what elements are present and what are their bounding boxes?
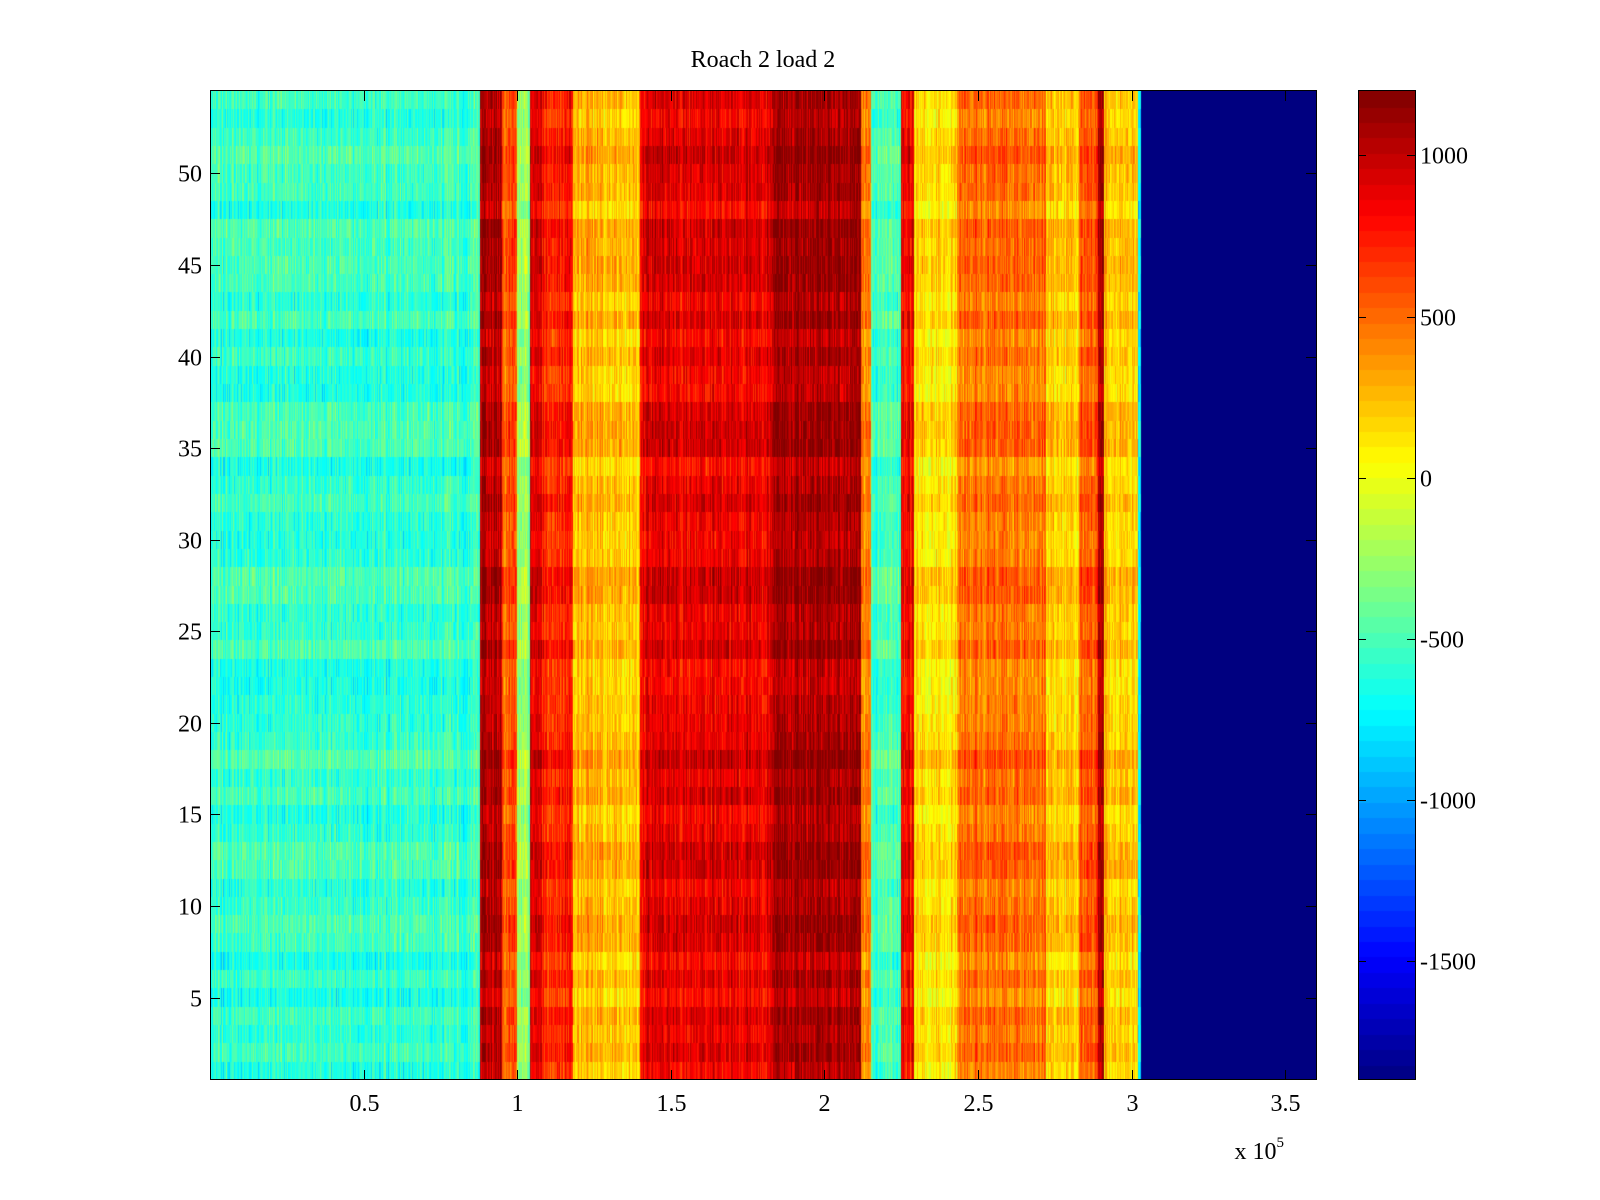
x-tick-label: 1	[512, 1091, 524, 1117]
chart-title: Roach 2 load 2	[691, 47, 836, 73]
colorbar-tick-label: -1500	[1420, 950, 1476, 976]
x-tick-label: 1.5	[657, 1091, 687, 1117]
heatmap-image	[210, 91, 1316, 1080]
y-tick-label: 30	[178, 529, 202, 555]
x-tick-label: 2.5	[964, 1091, 994, 1117]
y-tick-label: 50	[178, 162, 202, 188]
x-scale-multiplier: x 105	[1235, 1135, 1285, 1165]
colorbar-ticks: 1000 500 0 -500 -1000 -1500	[1358, 144, 1476, 976]
colorbar-tick-label: 0	[1420, 467, 1432, 493]
y-tick-label: 10	[178, 895, 202, 921]
colorbar-tick-label: 1000	[1420, 144, 1468, 170]
colorbar-tick-label: 500	[1420, 306, 1456, 332]
x-tick-label: 0.5	[350, 1091, 380, 1117]
colorbar-box	[1358, 90, 1416, 1080]
y-tick-label: 25	[178, 620, 202, 646]
y-tick-label: 45	[178, 254, 202, 280]
y-tick-label: 20	[178, 712, 202, 738]
colorbar-tick-label: -1000	[1420, 789, 1476, 815]
plot-axes-box	[210, 90, 1317, 1080]
y-tick-label: 15	[178, 803, 202, 829]
x-axis-ticks: 0.5 1 1.5 2 2.5 3 3.5	[350, 91, 1301, 1117]
x-tick-label: 2	[819, 1091, 831, 1117]
colorbar-gradient	[1358, 91, 1415, 1080]
y-tick-label: 35	[178, 437, 202, 463]
y-tick-label: 40	[178, 346, 202, 372]
y-axis-ticks: 5 10 15 20 25 30 35 40 45 50	[178, 162, 1316, 1013]
x-tick-label: 3	[1127, 1091, 1139, 1117]
x-tick-label: 3.5	[1271, 1091, 1301, 1117]
y-tick-label: 5	[190, 987, 202, 1013]
colorbar-tick-label: -500	[1420, 628, 1464, 654]
